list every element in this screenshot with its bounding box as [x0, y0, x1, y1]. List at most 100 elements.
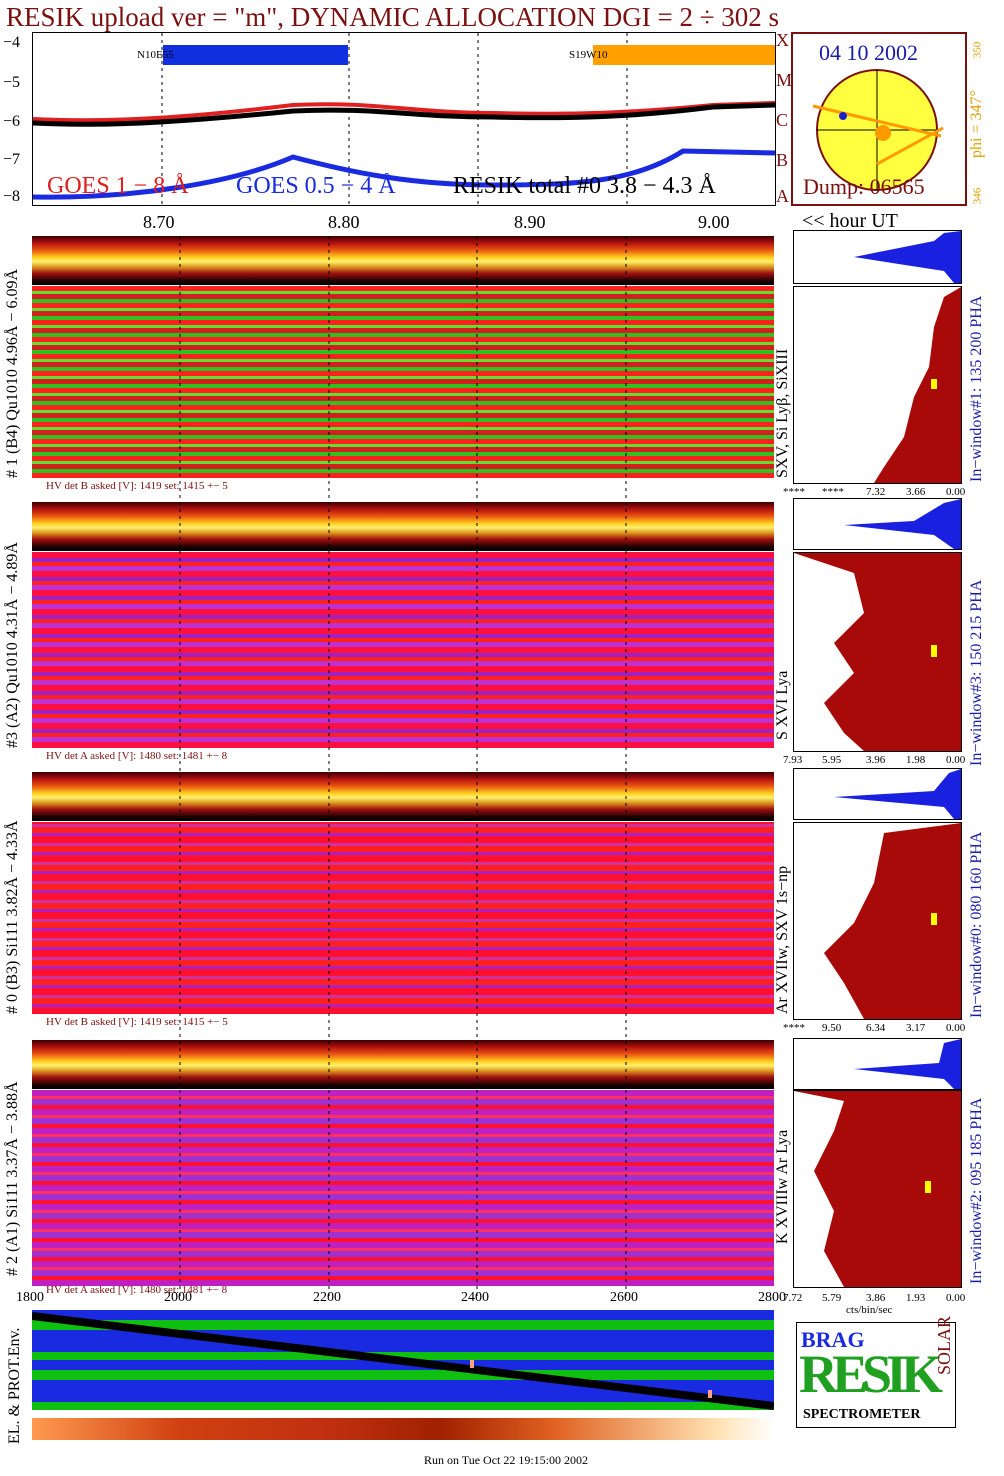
panel-4-spectrogram: [32, 1090, 774, 1286]
goes-xtick-2: 8.90: [514, 212, 546, 232]
panel-1-heatstrip: [32, 236, 774, 285]
panel-3-hist-main: [793, 822, 962, 1020]
logo-big: RESIK: [799, 1344, 943, 1404]
goes-svg: [33, 33, 775, 205]
panel-1-hist-main-svg: [874, 287, 961, 483]
panel-4-hist-tick-3: 1.93: [906, 1292, 926, 1304]
panel-2-hv: HV det A asked [V]: 1480 set: 1481 +− 8: [46, 750, 228, 762]
legend-resik: RESIK total #0 3.8 − 4.3 Å: [453, 173, 716, 199]
sun-phi-top: 350: [971, 41, 984, 59]
panel-4-hist-main-svg: [794, 1091, 961, 1287]
hist-unit: cts/bin/sec: [846, 1304, 893, 1316]
sun-spot: [875, 125, 891, 141]
panel-2-hist-tick-1: 5.95: [822, 754, 842, 766]
env-trend-line: [32, 1312, 774, 1410]
legend-goes05: GOES 0.5 − 4 Å: [236, 173, 396, 199]
goes-ytick-4: −8: [3, 188, 21, 205]
class-letter-m: M: [776, 70, 793, 90]
panel-4-hist-tick-2: 3.86: [866, 1292, 886, 1304]
footer-run: Run on Tue Oct 22 19:15:00 2002: [424, 1453, 589, 1467]
panel-4-hist-tick-1: 5.79: [822, 1292, 842, 1304]
panel-3-spectrogram: [32, 822, 774, 1014]
panel-2-hist-main-svg: [794, 553, 961, 751]
panel-1-hist-top: [793, 230, 962, 284]
sun-mark: [839, 112, 847, 120]
panel-1-hv: HV det B asked [V]: 1419 set: 1415 +− 5: [46, 480, 228, 492]
goes-bar-right: [593, 45, 775, 65]
panel-1-spectrogram: [32, 286, 774, 478]
panel-3-hist-tick-4: 0.00: [946, 1022, 966, 1034]
panel-2-line-label: S XVI Lya: [774, 670, 791, 740]
goes-xunit: << hour UT: [802, 210, 898, 232]
sun-phi-bottom: 346: [971, 187, 984, 205]
panel-2-hist-tick-0: 7.93: [783, 754, 803, 766]
env-svg: [32, 1312, 774, 1410]
goes-plot: N10E55 S19W10 GOES 1 − 8 Å GOES 0.5 − 4 …: [32, 32, 776, 206]
panel-1-hist-tick-2: 7.32: [866, 486, 886, 498]
goes1-curve: [33, 101, 775, 123]
env-xtick-5: 2800: [758, 1290, 786, 1305]
sun-disk-svg: [812, 69, 944, 191]
panel-2-hist-top-svg: [844, 499, 961, 549]
env-xtick-1: 2000: [164, 1290, 192, 1305]
sun-disk-box: 04 10 2002 Dump: 06565: [791, 32, 967, 206]
panel-4-window-label: In−window#2: 095 185 PHA: [968, 1097, 985, 1284]
panel-3-line-label: Ar XVIIw, SXV 1s−np: [774, 865, 791, 1014]
bar-right-label: S19W10: [569, 49, 608, 61]
class-letter-b: B: [776, 150, 789, 170]
sun-phi-label: phi = 347°: [968, 90, 986, 158]
panel-4-hist-main: [793, 1090, 962, 1288]
panel-3-window-label: In−window#0: 080 160 PHA: [968, 831, 985, 1018]
panel-3-hist-tick-3: 3.17: [906, 1022, 926, 1034]
panel-4-hist-top-svg: [854, 1039, 961, 1089]
panel-1-left-label: # 1 (B4) Qu1010 4.96Å − 6.09Å: [4, 268, 21, 478]
panel-2-hist-tick-4: 0.00: [946, 754, 966, 766]
panel-3-hist-tick-1: 9.50: [822, 1022, 842, 1034]
panel-2-spectrogram: [32, 552, 774, 748]
sun-date: 04 10 2002: [819, 40, 918, 65]
sun-pointer-line: [876, 126, 944, 166]
panel-3-hist-tick-2: 6.34: [866, 1022, 886, 1034]
panel-4-hist-tick-0: 7.72: [783, 1292, 803, 1304]
panel-4-line-label: K XVIIIw Ar Lya: [774, 1129, 791, 1244]
env-heatstrip: [32, 1418, 774, 1440]
class-letter-a: A: [776, 186, 789, 206]
panel-grid: [179, 236, 627, 1298]
class-letter-c: C: [776, 110, 789, 130]
env-xtick-3: 2400: [461, 1290, 489, 1305]
legend-goes1: GOES 1 − 8 Å: [47, 173, 189, 199]
panel-1-hist-tick-1: ****: [822, 486, 844, 498]
panel-4-hist-tick-4: 0.00: [946, 1292, 966, 1304]
panel-2-heatstrip: [32, 502, 774, 551]
panel-1-hist-main: [793, 286, 962, 484]
panel-4-heatstrip: [32, 1040, 774, 1089]
logo-text: SPECTROMETER: [803, 1407, 921, 1422]
env-panel: [32, 1310, 774, 1410]
panel-4-hv: HV det A asked [V]: 1480 set: 1481 +− 8: [46, 1284, 228, 1296]
panel-2-hist-main: [793, 552, 962, 752]
panel-1-line-label: SXV, Si Lyβ, SiXIII: [774, 348, 791, 478]
goes-ytick-2: −6: [3, 113, 21, 130]
panel-2-hist-top: [793, 498, 962, 550]
panel-3-hist-top: [793, 768, 962, 820]
env-xtick-2: 2200: [313, 1290, 341, 1305]
class-letter-x: X: [776, 30, 789, 50]
sun-orbit-line: [812, 104, 942, 138]
sun-phi: phi = 347°: [968, 90, 985, 158]
bar-left-label: N10E55: [137, 49, 174, 61]
panel-4-hist-top: [793, 1038, 962, 1090]
logo-side: SOLAR: [934, 1315, 955, 1376]
goes-xtick-1: 8.80: [328, 212, 360, 232]
panel-3-left-label: # 0 (B3) Si111 3.82Å − 4.33Å: [4, 820, 21, 1014]
panel-1-hist-tick-3: 3.66: [906, 486, 926, 498]
goes-xtick-3: 9.00: [698, 212, 730, 232]
panel-4-left-label: # 2 (A1) Si111 3.37Å − 3.88Å: [4, 1081, 21, 1277]
panel-1-window-label: In−window#1: 135 200 PHA: [968, 295, 985, 482]
goes-ytick-1: −5: [3, 74, 21, 91]
resik-logo: BRAG RESIK SOLAR SPECTROMETER: [796, 1316, 956, 1428]
env-label: EL. & PROT.Env.: [6, 1327, 23, 1444]
panel-2-window-label: In−window#3: 150 215 PHA: [968, 579, 985, 766]
goes05-curve: [33, 148, 775, 200]
panel-3-hv: HV det B asked [V]: 1419 set: 1415 +− 5: [46, 1016, 228, 1028]
env-xtick-0: 1800: [16, 1290, 44, 1305]
